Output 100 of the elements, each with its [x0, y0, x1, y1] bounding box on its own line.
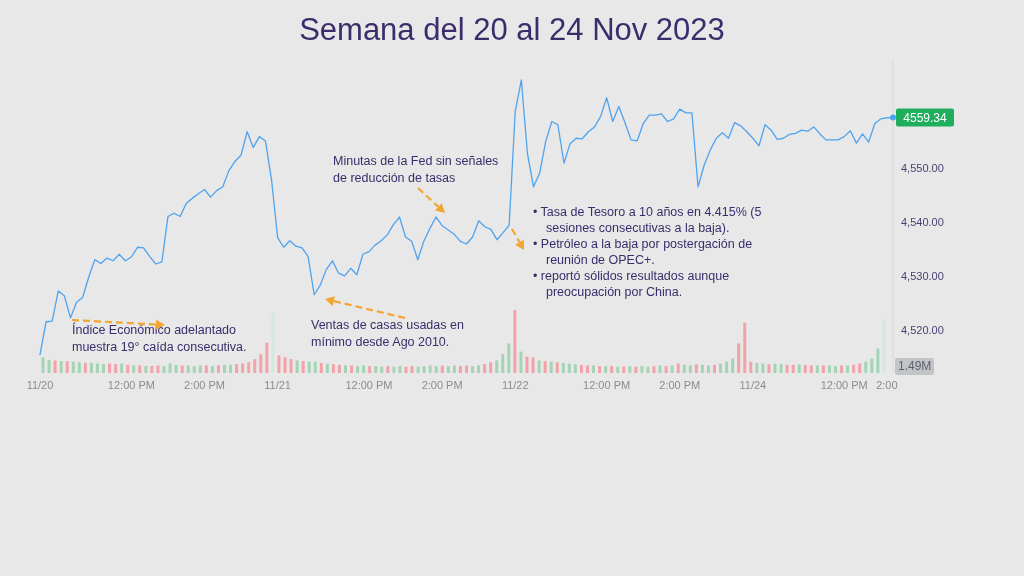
- bar: [495, 360, 499, 373]
- bar: [410, 366, 414, 373]
- bar: [319, 362, 323, 373]
- bar: [864, 361, 868, 373]
- bar: [658, 365, 662, 373]
- bar: [827, 365, 831, 373]
- bar: [549, 361, 553, 373]
- bar: [47, 359, 51, 373]
- y-tick-label: 4,550.00: [901, 161, 944, 174]
- bar: [876, 348, 880, 373]
- bar: [531, 357, 535, 373]
- bar: [241, 363, 245, 373]
- bar: [555, 362, 559, 373]
- bar: [870, 358, 874, 373]
- y-tick-label: 4,520.00: [901, 323, 944, 336]
- bar: [821, 365, 825, 373]
- bar: [108, 363, 112, 373]
- bar: [513, 310, 517, 373]
- bar: [331, 364, 335, 373]
- x-tick-label: 2:00: [876, 378, 898, 391]
- bar: [114, 364, 118, 373]
- bar: [356, 366, 360, 373]
- bar: [71, 361, 75, 373]
- bar: [773, 363, 777, 373]
- bar: [368, 366, 372, 373]
- bar: [83, 362, 87, 373]
- y-tick-label: 4,530.00: [901, 269, 944, 282]
- bar: [815, 365, 819, 373]
- x-tick-label: 11/22: [501, 378, 529, 391]
- bar: [585, 365, 589, 373]
- bar: [458, 366, 462, 373]
- data-label: 4559.34: [903, 110, 948, 125]
- bar: [362, 365, 366, 373]
- bar: [404, 366, 408, 373]
- bar: [846, 365, 850, 373]
- bar: [785, 364, 789, 373]
- y-tick-label: 4,540.00: [901, 215, 944, 228]
- bar: [525, 356, 529, 373]
- bar: [253, 359, 257, 373]
- bar: [434, 366, 438, 373]
- bar: [743, 322, 747, 373]
- bar: [337, 364, 341, 373]
- bar: [640, 366, 644, 373]
- bar: [440, 365, 444, 373]
- bar: [598, 366, 602, 373]
- bar: [186, 365, 190, 373]
- bar: [452, 365, 456, 373]
- bar: [174, 364, 178, 373]
- x-tick-label: 2:00 PM: [421, 378, 463, 391]
- bar: [392, 366, 396, 373]
- bar: [102, 364, 106, 373]
- bar: [719, 363, 723, 373]
- annotation: Índice Económico adelantado muestra 19° caída consecutiva.: [72, 322, 248, 356]
- bar: [700, 364, 704, 373]
- bar: [41, 357, 45, 373]
- bar: [156, 365, 160, 373]
- bar: [229, 364, 233, 373]
- bar: [725, 361, 729, 373]
- bar: [688, 365, 692, 373]
- bar: [180, 365, 184, 373]
- bar: [682, 364, 686, 373]
- bar: [301, 361, 305, 373]
- bar: [77, 362, 81, 373]
- bar: [537, 360, 541, 373]
- bar: [507, 343, 511, 373]
- bar: [464, 365, 468, 373]
- bar: [803, 364, 807, 373]
- bar: [216, 365, 220, 373]
- bar: [767, 364, 771, 373]
- annotation: • Petróleo a la baja por postergación de reunión de OPEC+.: [533, 236, 754, 268]
- x-tick-label: 11/24: [739, 378, 767, 391]
- x-tick-label: 12:00 PM: [583, 378, 631, 391]
- bar: [483, 364, 487, 373]
- bar: [283, 357, 287, 373]
- bar: [779, 364, 783, 373]
- bar: [380, 366, 384, 373]
- bar: [755, 362, 759, 373]
- bar: [192, 366, 196, 373]
- text: 1.49M: [895, 358, 935, 375]
- bar: [670, 365, 674, 373]
- bar: [610, 366, 614, 373]
- bar: [277, 355, 281, 373]
- x-tick-label: 12:00 PM: [107, 378, 155, 391]
- annotation: • reportó sólidos resultados aunque preocupación por China.: [533, 268, 731, 300]
- x-tick-label: 2:00 PM: [184, 378, 225, 391]
- bar: [144, 366, 148, 373]
- x-tick-label: 12:00 PM: [820, 378, 868, 391]
- bar: [791, 364, 795, 373]
- bar: [223, 364, 226, 373]
- bar: [138, 365, 142, 373]
- bar: [325, 363, 329, 373]
- bar: [852, 364, 856, 373]
- bar: [265, 342, 269, 373]
- bar: [573, 364, 577, 373]
- bar: [398, 366, 402, 373]
- bar: [646, 366, 650, 373]
- bar: [89, 362, 93, 373]
- bar: [713, 364, 717, 373]
- bar: [652, 366, 656, 373]
- bar: [198, 365, 202, 373]
